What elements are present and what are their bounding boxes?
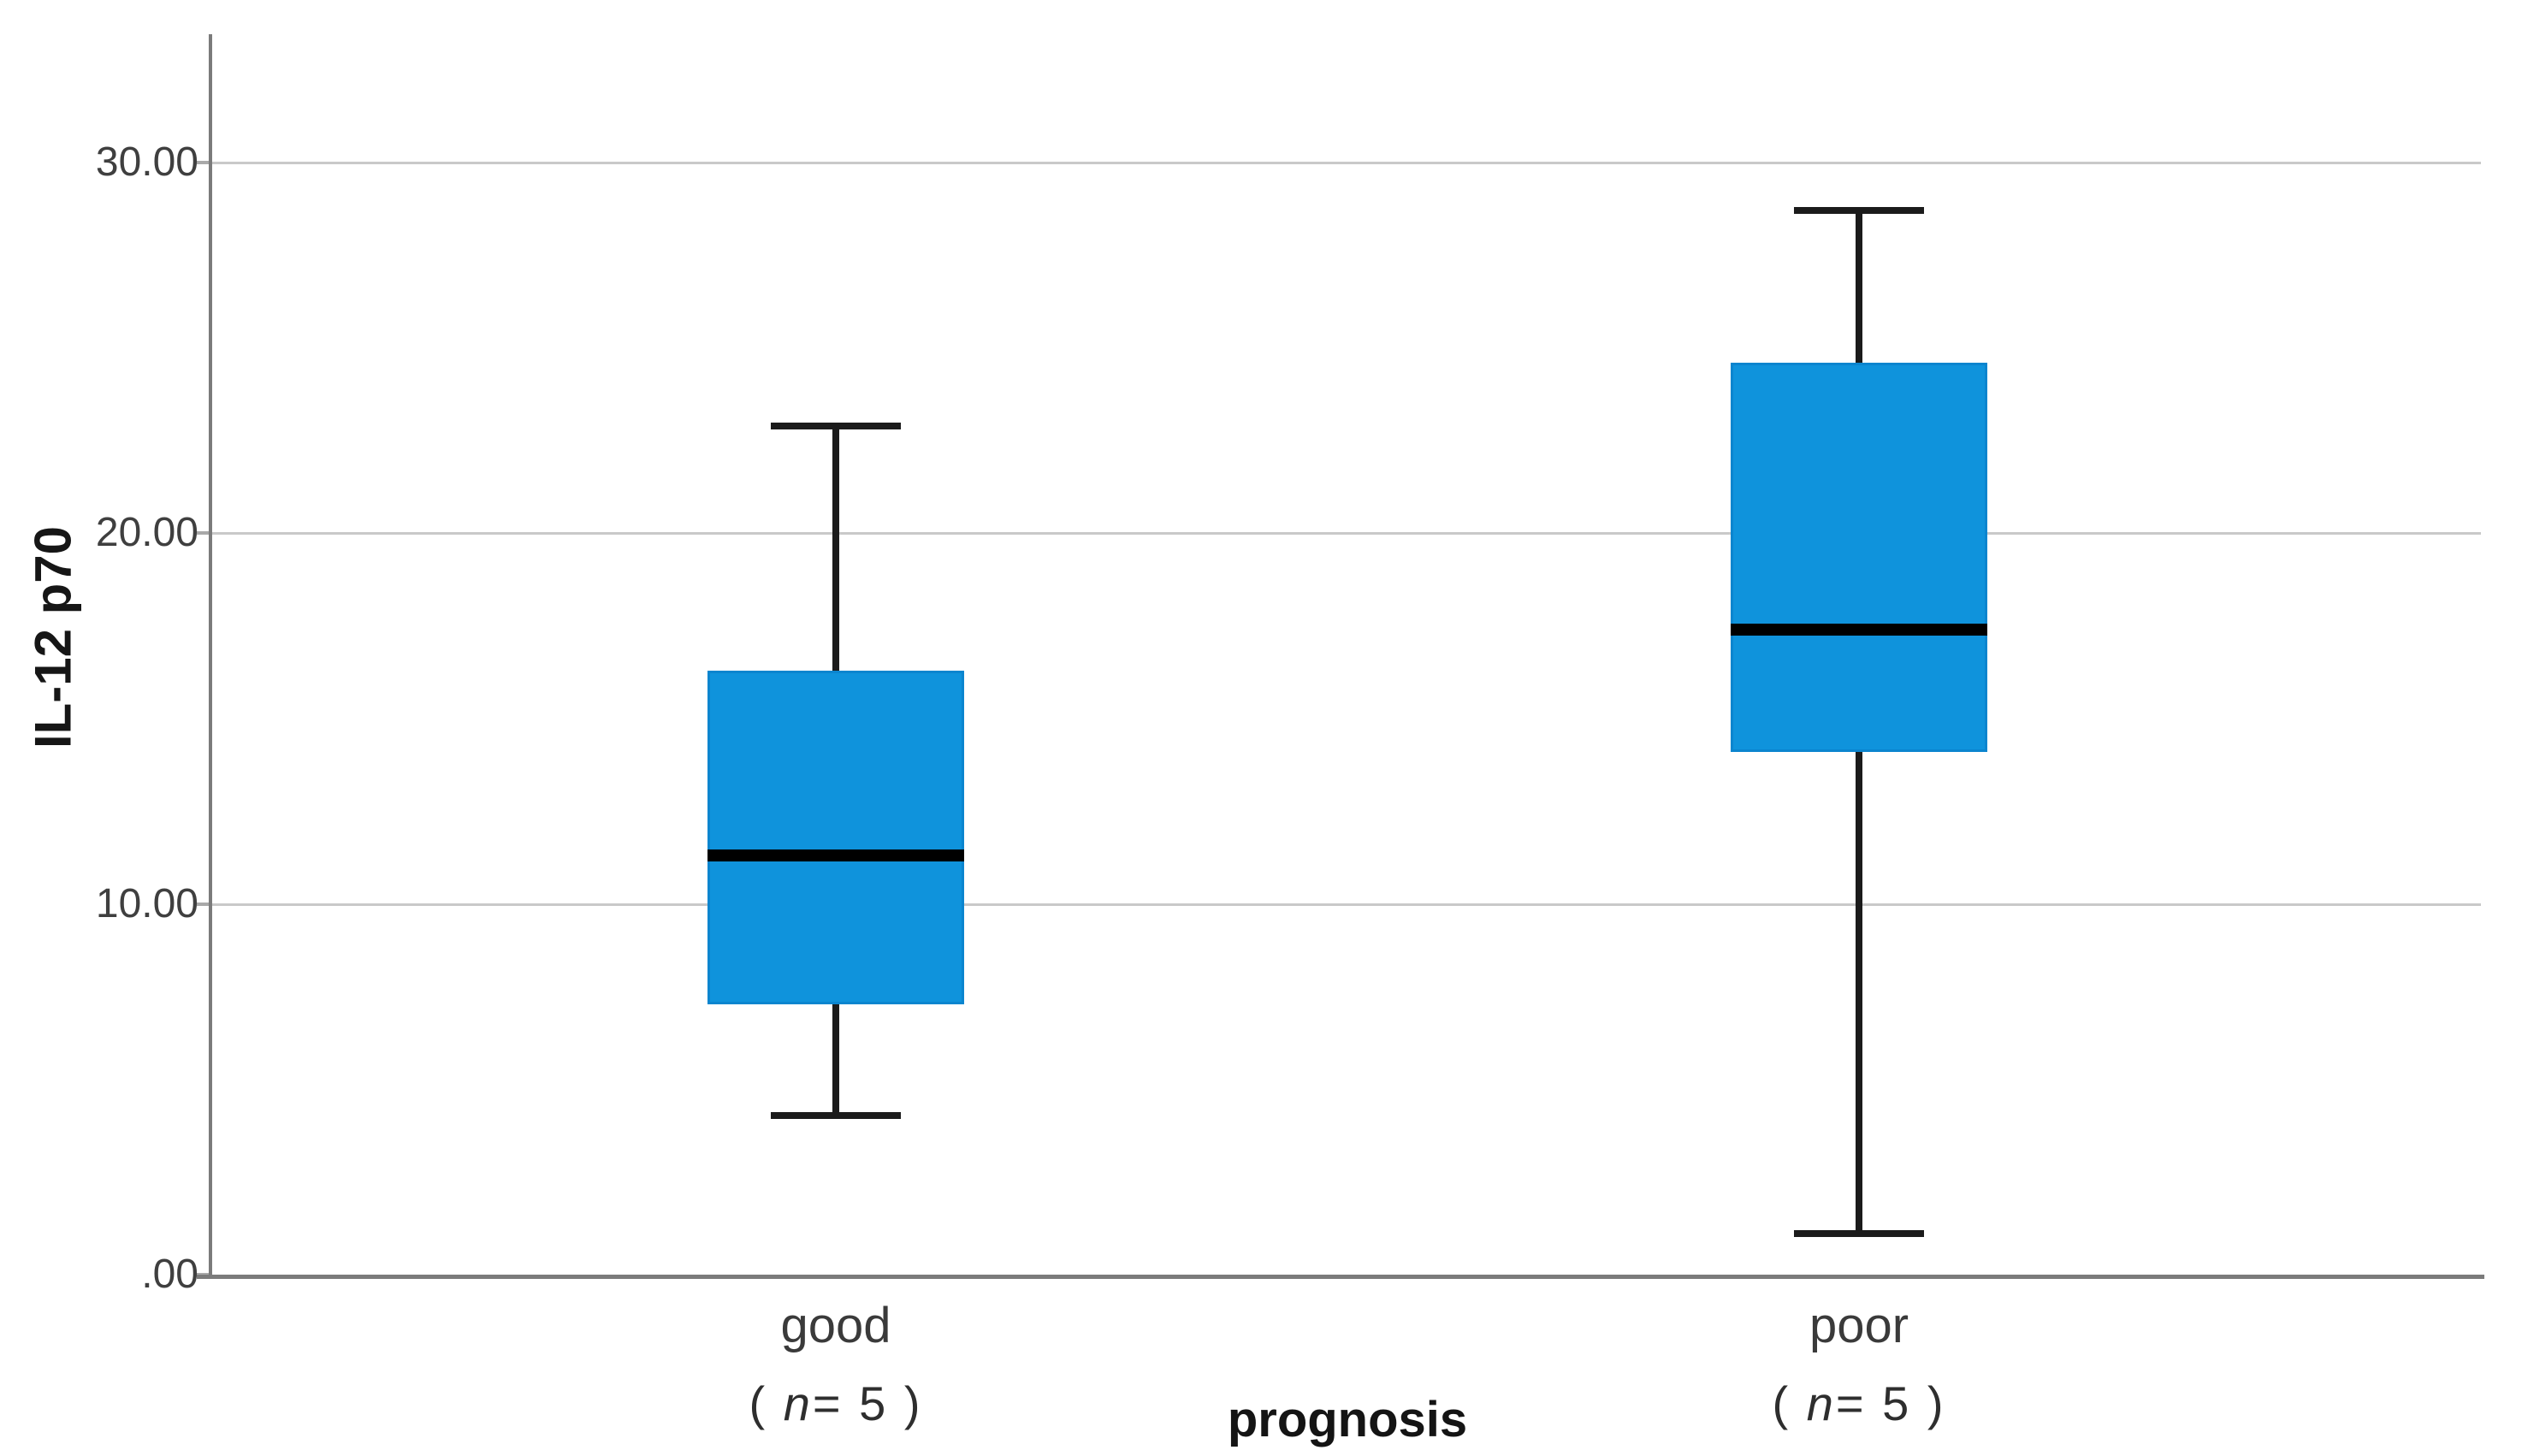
y-tick-label-.00: .00 [141, 1252, 198, 1297]
y-tick-label-20.00: 20.00 [95, 510, 198, 555]
whisker-lower-good [832, 1004, 839, 1116]
y-tick-label-30.00: 30.00 [95, 139, 198, 185]
box-poor [1731, 363, 1987, 752]
whisker-upper-poor [1856, 210, 1862, 363]
x-category-n-label-poor: ( n= 5 ) [1602, 1377, 2116, 1430]
n-italic: n [783, 1376, 813, 1430]
y-tick-10.00 [197, 903, 212, 906]
gridline-10.00 [212, 903, 2481, 906]
x-category-label-poor: poor [1809, 1298, 1909, 1353]
x-category-label-good: good [780, 1298, 891, 1353]
n-italic: n [1806, 1376, 1836, 1430]
whisker-lower-poor [1856, 752, 1862, 1234]
median-poor [1731, 624, 1987, 636]
whisker-upper-good [832, 426, 839, 671]
n-rest: = 5 ) [812, 1376, 923, 1430]
y-tick-label-10.00: 10.00 [95, 881, 198, 926]
y-tick-20.00 [197, 531, 212, 535]
x-axis-line [197, 1275, 2484, 1279]
n-open-paren: ( [1772, 1376, 1807, 1430]
whisker-cap-upper-poor [1794, 207, 1924, 214]
gridline-30.00 [212, 162, 2481, 164]
y-tick-30.00 [197, 161, 212, 164]
box-good [707, 671, 964, 1004]
x-axis-title: prognosis [1227, 1392, 1468, 1447]
gridline-20.00 [212, 532, 2481, 535]
whisker-cap-lower-good [771, 1112, 901, 1119]
y-axis-title: IL-12 p70 [24, 525, 82, 749]
whisker-cap-lower-poor [1794, 1230, 1924, 1237]
x-category-n-label-good: ( n= 5 ) [579, 1377, 1092, 1430]
n-rest: = 5 ) [1835, 1376, 1946, 1430]
y-axis-line [209, 34, 212, 1279]
n-open-paren: ( [749, 1376, 784, 1430]
median-good [707, 849, 964, 861]
whisker-cap-upper-good [771, 423, 901, 429]
